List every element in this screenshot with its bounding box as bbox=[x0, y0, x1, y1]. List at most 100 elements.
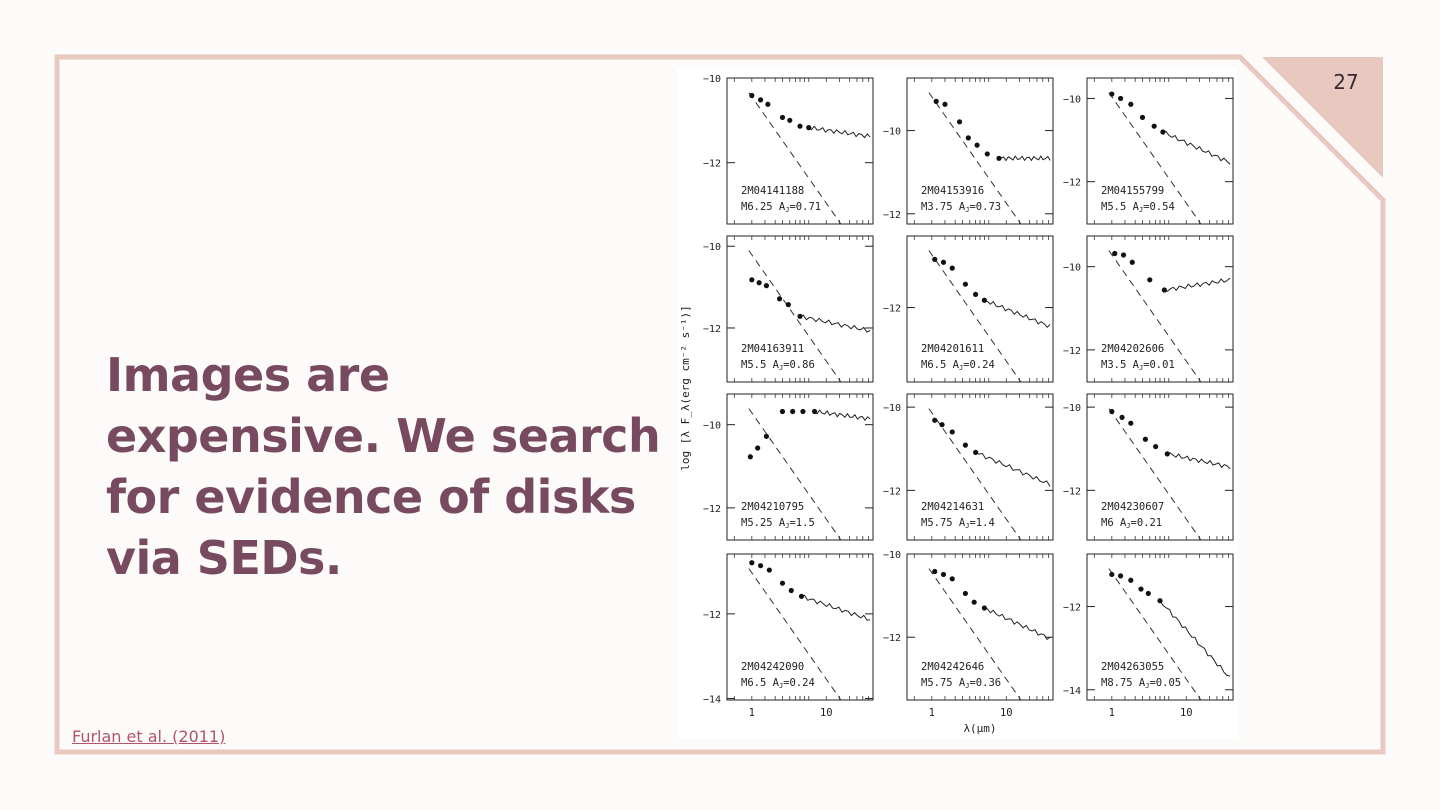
irs-spectrum bbox=[998, 155, 1051, 162]
sed-panel: −10 −12 2M04141188 M6.25 AJ=0.71 bbox=[703, 74, 874, 225]
photometry-point bbox=[940, 571, 947, 578]
panel-frame bbox=[1086, 393, 1234, 541]
photometry-point bbox=[1112, 250, 1118, 257]
sed-panel: −10 −12 2M04214631 M5.75 AJ=1.4 bbox=[883, 393, 1054, 541]
panel-frame bbox=[1086, 553, 1234, 701]
y-tick-label: −12 bbox=[703, 159, 721, 170]
photometry-point bbox=[1153, 443, 1159, 450]
photometry-point bbox=[798, 593, 805, 599]
photometry-point bbox=[981, 605, 987, 611]
photometry-point bbox=[763, 283, 770, 289]
photometry-point bbox=[996, 155, 1002, 161]
photometry-point bbox=[765, 101, 771, 107]
citation-link[interactable]: Furlan et al. (2011) bbox=[72, 727, 226, 746]
photometry-point bbox=[1129, 259, 1135, 265]
irs-spectrum bbox=[1167, 452, 1231, 470]
photometry-point bbox=[766, 567, 772, 573]
y-tick-label: −12 bbox=[703, 504, 721, 515]
photosphere-line bbox=[748, 92, 842, 225]
irs-spectrum bbox=[814, 409, 871, 422]
photometry-point bbox=[1161, 287, 1167, 293]
panel-frame bbox=[1086, 235, 1234, 383]
object-id: 2M04263055 bbox=[1101, 661, 1164, 673]
sed-panel: −10 −12 2M04242646 M5.75 AJ=0.36 bbox=[883, 550, 1054, 701]
irs-spectrum bbox=[975, 451, 1051, 487]
slide-title: Images are expensive. We search for evid… bbox=[106, 348, 661, 585]
y-tick-label: −12 bbox=[1063, 486, 1081, 497]
photometry-point bbox=[1160, 129, 1166, 135]
spectral-type: M5.5 AJ=0.54 bbox=[1101, 201, 1175, 214]
photometry-point bbox=[755, 445, 761, 451]
photometry-point bbox=[942, 101, 948, 107]
panel-frame bbox=[726, 553, 874, 701]
photosphere-line bbox=[748, 250, 842, 383]
photometry-point bbox=[1119, 414, 1125, 420]
photometry-point bbox=[757, 563, 764, 569]
irs-spectrum bbox=[1159, 600, 1231, 677]
irs-spectrum bbox=[801, 594, 871, 621]
object-id: 2M04242090 bbox=[741, 661, 804, 673]
photometry-point bbox=[1128, 577, 1134, 583]
photometry-point bbox=[749, 92, 755, 99]
photometry-point bbox=[1145, 590, 1151, 597]
photometry-point bbox=[1109, 571, 1115, 578]
photometry-point bbox=[939, 422, 945, 428]
y-tick-label: −10 bbox=[883, 127, 901, 138]
photometry-point bbox=[932, 417, 938, 423]
sed-panel: −10 −12 2M04230607 M6 AJ=0.21 bbox=[1063, 393, 1234, 541]
photometry-point bbox=[790, 408, 796, 415]
photometry-point bbox=[981, 297, 987, 303]
photometry-point bbox=[779, 580, 786, 586]
photosphere-line bbox=[748, 408, 842, 541]
y-tick-label: −10 bbox=[703, 74, 721, 85]
y-tick-label: −12 bbox=[1063, 603, 1081, 614]
photometry-point bbox=[1128, 420, 1134, 426]
photometry-point bbox=[932, 256, 938, 262]
photometry-point bbox=[1147, 277, 1153, 283]
photometry-point bbox=[956, 119, 963, 125]
photometry-point bbox=[1128, 101, 1134, 107]
photometry-point bbox=[800, 408, 806, 415]
spectral-type: M5.5 AJ=0.86 bbox=[741, 359, 815, 372]
y-tick-label: −10 bbox=[703, 421, 721, 432]
photometry-point bbox=[1109, 91, 1115, 97]
photometry-point bbox=[984, 151, 990, 157]
object-id: 2M04163911 bbox=[741, 343, 804, 355]
irs-spectrum bbox=[984, 299, 1051, 329]
photometry-point bbox=[779, 408, 786, 415]
photometry-point bbox=[973, 291, 979, 297]
sed-panel: −12 −14 2M04263055 M8.75 AJ=0.05 bbox=[1063, 553, 1234, 701]
sed-panel: −12 −14 2M04242090 M6.5 AJ=0.24 bbox=[703, 553, 874, 706]
photometry-point bbox=[797, 123, 803, 129]
photometry-point bbox=[806, 125, 812, 131]
x-tick-label: 1 bbox=[929, 707, 935, 719]
irs-spectrum bbox=[808, 125, 871, 139]
photometry-point bbox=[749, 277, 755, 283]
photometry-point bbox=[962, 442, 968, 448]
x-tick-label: 10 bbox=[1180, 707, 1193, 719]
y-tick-label: −10 bbox=[703, 242, 721, 253]
x-axis-label: λ(μm) bbox=[963, 722, 996, 735]
photometry-point bbox=[949, 265, 955, 271]
object-id: 2M04201611 bbox=[921, 343, 984, 355]
photosphere-line bbox=[1108, 250, 1202, 383]
y-tick-label: −14 bbox=[703, 695, 721, 706]
photosphere-line bbox=[928, 568, 1022, 701]
photometry-point bbox=[973, 449, 979, 455]
spectral-type: M3.75 AJ=0.73 bbox=[921, 201, 1001, 214]
sed-panel: −10 −12 2M04202606 M3.5 AJ=0.01 bbox=[1063, 235, 1234, 383]
photometry-point bbox=[756, 280, 762, 286]
spectral-type: M6.5 AJ=0.24 bbox=[741, 677, 815, 690]
object-id: 2M04141188 bbox=[741, 185, 804, 197]
photometry-point bbox=[1142, 436, 1148, 442]
photometry-point bbox=[971, 599, 977, 605]
photosphere-line bbox=[748, 568, 842, 701]
panel-frame bbox=[906, 553, 1054, 701]
object-id: 2M04153916 bbox=[921, 185, 984, 197]
object-id: 2M04242646 bbox=[921, 661, 984, 673]
irs-spectrum bbox=[799, 314, 871, 333]
object-id: 2M04155799 bbox=[1101, 185, 1164, 197]
photosphere-line bbox=[928, 250, 1022, 383]
photometry-point bbox=[785, 302, 791, 308]
